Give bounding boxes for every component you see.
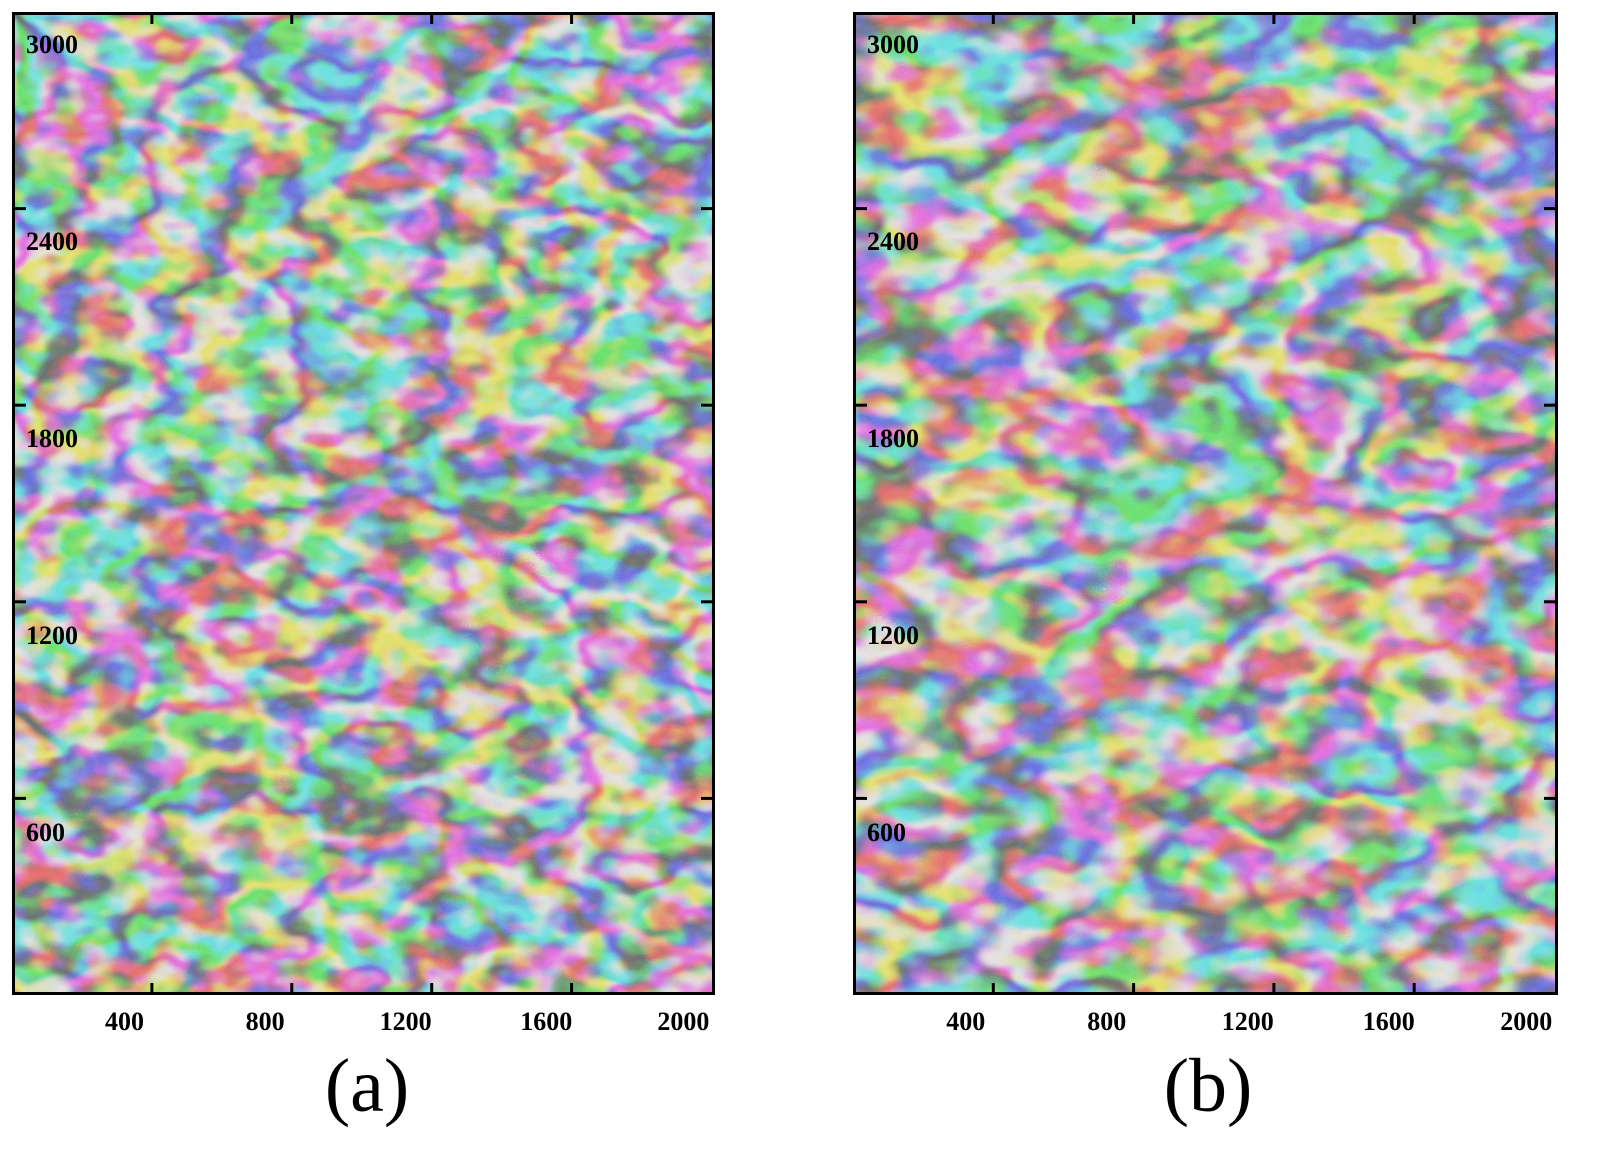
x-tick-label: 1600 — [520, 1007, 573, 1036]
x-tick-label: 2000 — [657, 1007, 710, 1036]
y-tick-label: 1800 — [26, 424, 78, 453]
x-tick-label: 2000 — [1500, 1007, 1553, 1036]
panel-a — [12, 12, 715, 995]
panel-caption: (a) — [324, 1044, 410, 1128]
y-tick-label: 3000 — [867, 30, 919, 59]
fringe-texture — [853, 12, 1558, 995]
x-tick-label: 1200 — [379, 1007, 432, 1036]
panel-b — [853, 12, 1558, 995]
y-tick-label: 600 — [867, 818, 906, 847]
panel-caption: (b) — [1163, 1044, 1253, 1128]
fringe-texture — [12, 12, 715, 995]
x-tick-label: 800 — [245, 1007, 285, 1036]
y-tick-label: 1200 — [26, 621, 78, 650]
panel-frame — [12, 12, 715, 995]
y-tick-label: 2400 — [26, 227, 78, 256]
y-tick-label: 1800 — [867, 424, 919, 453]
panel-frame — [853, 12, 1558, 995]
interferogram-image — [12, 12, 715, 995]
x-tick-label: 400 — [104, 1007, 144, 1036]
y-tick-label: 2400 — [867, 227, 919, 256]
interferogram-image — [853, 12, 1558, 995]
y-tick-label: 600 — [26, 818, 65, 847]
x-tick-label: 400 — [946, 1007, 986, 1036]
x-tick-label: 800 — [1087, 1007, 1127, 1036]
x-tick-label: 1200 — [1221, 1007, 1274, 1036]
x-tick-label: 1600 — [1362, 1007, 1415, 1036]
y-tick-label: 1200 — [867, 621, 919, 650]
y-tick-label: 3000 — [26, 30, 78, 59]
